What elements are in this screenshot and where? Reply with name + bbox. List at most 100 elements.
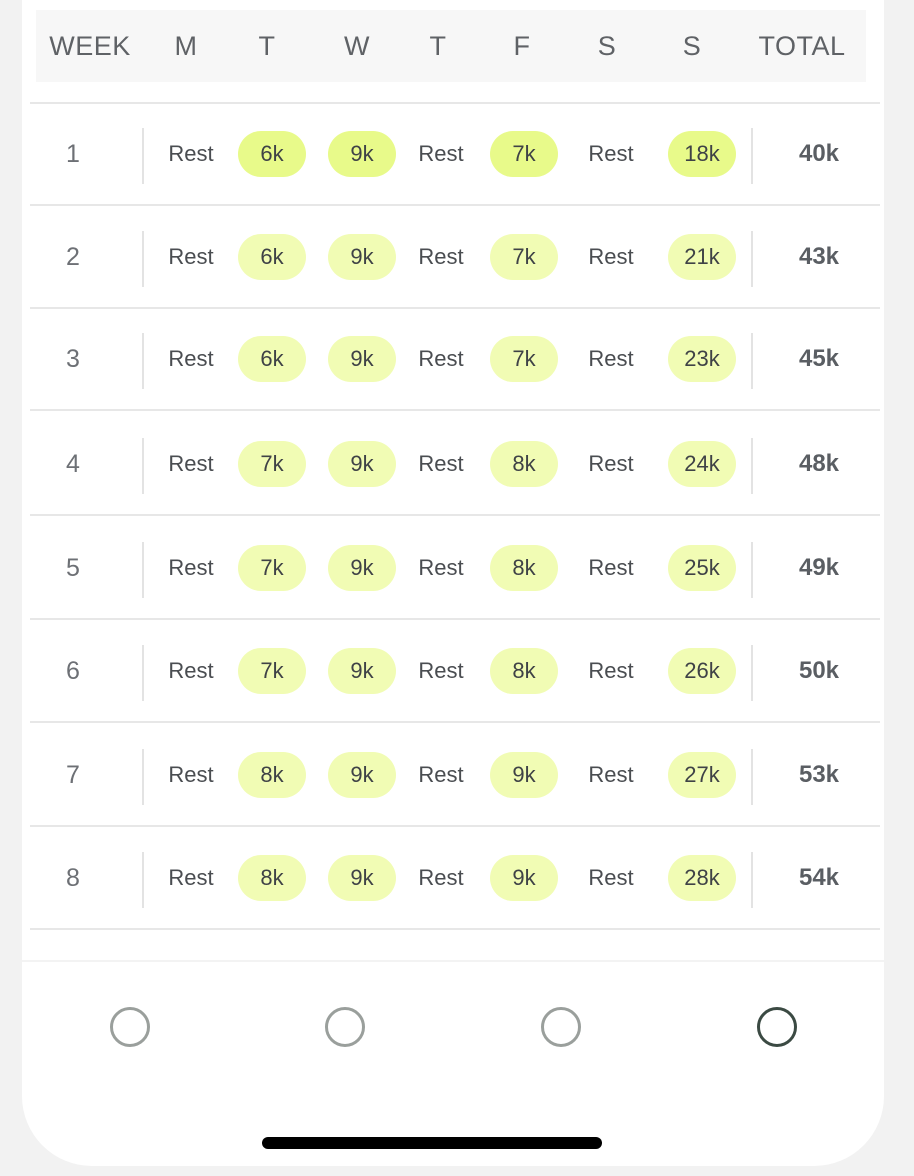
table-row[interactable]: 2 Rest 6k 9k Rest 7k Rest 21k 43k bbox=[30, 207, 880, 309]
header-thursday: T bbox=[429, 31, 447, 61]
week-total: 50k bbox=[798, 657, 840, 684]
table-header: WEEK M T W T F S S TOTAL bbox=[36, 10, 866, 82]
rest-day-thu: Rest bbox=[418, 141, 464, 166]
distance-pill-sun: 28k bbox=[668, 855, 736, 901]
rest-day-thu: Rest bbox=[418, 451, 464, 476]
distance-pill-fri: 9k bbox=[490, 752, 558, 798]
rest-day-thu: Rest bbox=[418, 346, 464, 371]
week-number: 8 bbox=[66, 864, 80, 892]
rest-day-mon: Rest bbox=[168, 658, 214, 683]
column-divider bbox=[142, 852, 144, 908]
app-screen: WEEK M T W T F S S TOTAL 1 Rest 6k 9k Rest 7k… bbox=[22, 0, 884, 1166]
column-divider bbox=[142, 128, 144, 184]
week-number: 2 bbox=[66, 243, 80, 271]
distance-pill-fri: 7k bbox=[490, 336, 558, 382]
rest-day-sat: Rest bbox=[588, 244, 634, 269]
distance-pill-wed: 9k bbox=[328, 648, 396, 694]
distance-pill-fri: 9k bbox=[490, 855, 558, 901]
header-friday: F bbox=[513, 31, 531, 61]
distance-pill-sun: 25k bbox=[668, 545, 736, 591]
week-total: 40k bbox=[798, 140, 840, 167]
column-divider bbox=[751, 852, 753, 908]
row-divider bbox=[30, 618, 880, 620]
table-row[interactable]: 8 Rest 8k 9k Rest 9k Rest 28k 54k bbox=[30, 828, 880, 930]
rest-day-sat: Rest bbox=[588, 555, 634, 580]
week-number: 4 bbox=[66, 450, 80, 478]
distance-pill-sun: 23k bbox=[668, 336, 736, 382]
nav-tab-3-circle-icon[interactable] bbox=[541, 1007, 581, 1047]
distance-pill-tue: 6k bbox=[238, 336, 306, 382]
week-total: 54k bbox=[798, 864, 840, 891]
table-row[interactable]: 3 Rest 6k 9k Rest 7k Rest 23k 45k bbox=[30, 309, 880, 411]
rest-day-thu: Rest bbox=[418, 865, 464, 890]
distance-pill-fri: 7k bbox=[490, 131, 558, 177]
distance-pill-fri: 8k bbox=[490, 441, 558, 487]
week-number: 7 bbox=[66, 761, 80, 789]
distance-pill-tue: 6k bbox=[238, 234, 306, 280]
bottom-navigation bbox=[22, 960, 884, 1092]
rest-day-thu: Rest bbox=[418, 555, 464, 580]
distance-pill-wed: 9k bbox=[328, 131, 396, 177]
rest-day-sat: Rest bbox=[588, 658, 634, 683]
header-sunday: S bbox=[682, 31, 702, 61]
week-total: 48k bbox=[798, 450, 840, 477]
rest-day-mon: Rest bbox=[168, 451, 214, 476]
home-indicator[interactable] bbox=[262, 1137, 602, 1149]
rest-day-sat: Rest bbox=[588, 141, 634, 166]
distance-pill-tue: 7k bbox=[238, 648, 306, 694]
column-divider bbox=[142, 438, 144, 494]
column-divider bbox=[751, 333, 753, 389]
distance-pill-wed: 9k bbox=[328, 545, 396, 591]
distance-pill-tue: 8k bbox=[238, 752, 306, 798]
nav-tab-4-circle-icon[interactable] bbox=[757, 1007, 797, 1047]
distance-pill-fri: 7k bbox=[490, 234, 558, 280]
nav-tab-1-circle-icon[interactable] bbox=[110, 1007, 150, 1047]
row-divider bbox=[30, 721, 880, 723]
column-divider bbox=[751, 542, 753, 598]
distance-pill-wed: 9k bbox=[328, 855, 396, 901]
table-row[interactable]: 7 Rest 8k 9k Rest 9k Rest 27k 53k bbox=[30, 725, 880, 827]
rest-day-thu: Rest bbox=[418, 762, 464, 787]
rest-day-sat: Rest bbox=[588, 451, 634, 476]
week-total: 43k bbox=[798, 243, 840, 270]
table-row[interactable]: 5 Rest 7k 9k Rest 8k Rest 25k 49k bbox=[30, 518, 880, 620]
row-divider bbox=[30, 204, 880, 206]
header-wednesday: W bbox=[344, 31, 370, 61]
table-row[interactable]: 1 Rest 6k 9k Rest 7k Rest 18k 40k bbox=[30, 104, 880, 206]
week-number: 5 bbox=[66, 554, 80, 582]
column-divider bbox=[751, 645, 753, 701]
header-tuesday: T bbox=[258, 31, 276, 61]
distance-pill-wed: 9k bbox=[328, 441, 396, 487]
rest-day-mon: Rest bbox=[168, 865, 214, 890]
column-divider bbox=[751, 231, 753, 287]
table-row[interactable]: 4 Rest 7k 9k Rest 8k Rest 24k 48k bbox=[30, 414, 880, 516]
table-row[interactable]: 6 Rest 7k 9k Rest 8k Rest 26k 50k bbox=[30, 621, 880, 723]
rest-day-mon: Rest bbox=[168, 762, 214, 787]
distance-pill-wed: 9k bbox=[328, 234, 396, 280]
rest-day-mon: Rest bbox=[168, 555, 214, 580]
rest-day-thu: Rest bbox=[418, 658, 464, 683]
header-monday: M bbox=[174, 31, 198, 61]
column-divider bbox=[751, 438, 753, 494]
rest-day-sat: Rest bbox=[588, 346, 634, 371]
distance-pill-fri: 8k bbox=[490, 648, 558, 694]
row-divider bbox=[30, 928, 880, 930]
column-divider bbox=[142, 231, 144, 287]
distance-pill-wed: 9k bbox=[328, 336, 396, 382]
rest-day-sat: Rest bbox=[588, 762, 634, 787]
row-divider bbox=[30, 514, 880, 516]
distance-pill-tue: 7k bbox=[238, 441, 306, 487]
column-divider bbox=[142, 542, 144, 598]
week-number: 1 bbox=[66, 140, 80, 168]
nav-tab-2-circle-icon[interactable] bbox=[325, 1007, 365, 1047]
distance-pill-sun: 21k bbox=[668, 234, 736, 280]
rest-day-thu: Rest bbox=[418, 244, 464, 269]
week-total: 49k bbox=[798, 554, 840, 581]
distance-pill-sun: 18k bbox=[668, 131, 736, 177]
distance-pill-sun: 26k bbox=[668, 648, 736, 694]
header-divider bbox=[30, 102, 880, 104]
header-total: TOTAL bbox=[758, 31, 846, 61]
header-week: WEEK bbox=[49, 31, 131, 61]
week-number: 3 bbox=[66, 345, 80, 373]
column-divider bbox=[142, 749, 144, 805]
